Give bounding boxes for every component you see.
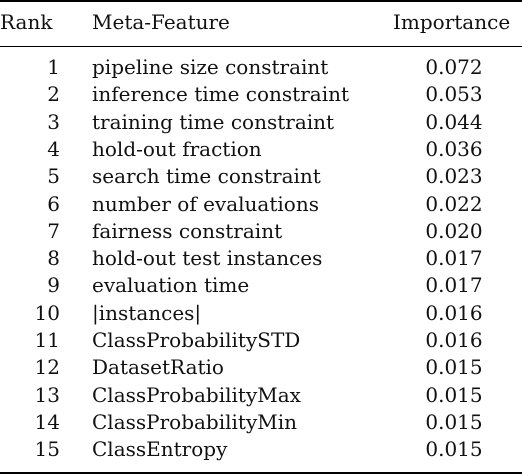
importance-cell: 0.020 (425, 218, 483, 243)
rank-cell: 15 (34, 437, 60, 462)
header-meta-feature: Meta-Feature (92, 10, 230, 34)
meta-feature-cell: hold-out test instances (92, 246, 323, 271)
importance-cell: 0.015 (425, 355, 483, 380)
top-rule (0, 0, 522, 2)
rank-cell: 11 (34, 328, 60, 352)
importance-cell: 0.015 (425, 409, 483, 434)
header-rank: Rank (0, 10, 53, 34)
meta-feature-cell: ClassProbabilityMax (92, 382, 301, 407)
importance-cell: 0.036 (425, 136, 483, 161)
rank-cell: 12 (34, 355, 60, 380)
rank-cell: 14 (34, 409, 60, 434)
meta-feature-cell: DatasetRatio (92, 355, 224, 380)
meta-feature-cell: pipeline size constraint (92, 55, 329, 79)
meta-feature-cell: inference time constraint (92, 82, 350, 107)
bottom-rule (0, 472, 522, 474)
header-importance: Importance (393, 10, 511, 34)
importance-cell: 0.017 (425, 246, 483, 271)
importance-cell: 0.015 (425, 382, 483, 407)
meta-feature-cell: ClassProbabilityMin (92, 409, 298, 434)
importance-cell: 0.016 (425, 300, 483, 325)
meta-feature-cell: hold-out fraction (92, 136, 262, 161)
rank-cell: 13 (34, 382, 60, 407)
importance-cell: 0.016 (425, 328, 483, 352)
rank-cell: 9 (47, 273, 60, 298)
rank-cell: 4 (47, 136, 60, 161)
importance-cell: 0.022 (425, 191, 483, 216)
importance-cell: 0.015 (425, 437, 483, 462)
rank-cell: 1 (47, 55, 60, 79)
rank-cell: 5 (47, 164, 60, 189)
importance-cell: 0.053 (425, 82, 483, 107)
rank-cell: 8 (47, 246, 60, 271)
importance-cell: 0.017 (425, 273, 483, 298)
importance-cell: 0.023 (425, 164, 483, 189)
meta-feature-cell: |instances| (92, 300, 202, 325)
header-rule (0, 46, 522, 47)
meta-feature-cell: fairness constraint (92, 218, 283, 243)
meta-feature-cell: ClassProbabilitySTD (92, 328, 301, 352)
rank-cell: 6 (47, 191, 60, 216)
importance-cell: 0.072 (425, 55, 483, 79)
rank-cell: 2 (47, 82, 60, 107)
rank-cell: 10 (34, 300, 60, 325)
meta-feature-cell: number of evaluations (92, 191, 319, 216)
rank-cell: 3 (47, 109, 60, 134)
meta-feature-cell: ClassEntropy (92, 437, 228, 462)
meta-feature-cell: training time constraint (92, 109, 335, 134)
rank-cell: 7 (47, 218, 60, 243)
meta-feature-cell: search time constraint (92, 164, 321, 189)
meta-feature-cell: evaluation time (92, 273, 250, 298)
importance-cell: 0.044 (425, 109, 483, 134)
